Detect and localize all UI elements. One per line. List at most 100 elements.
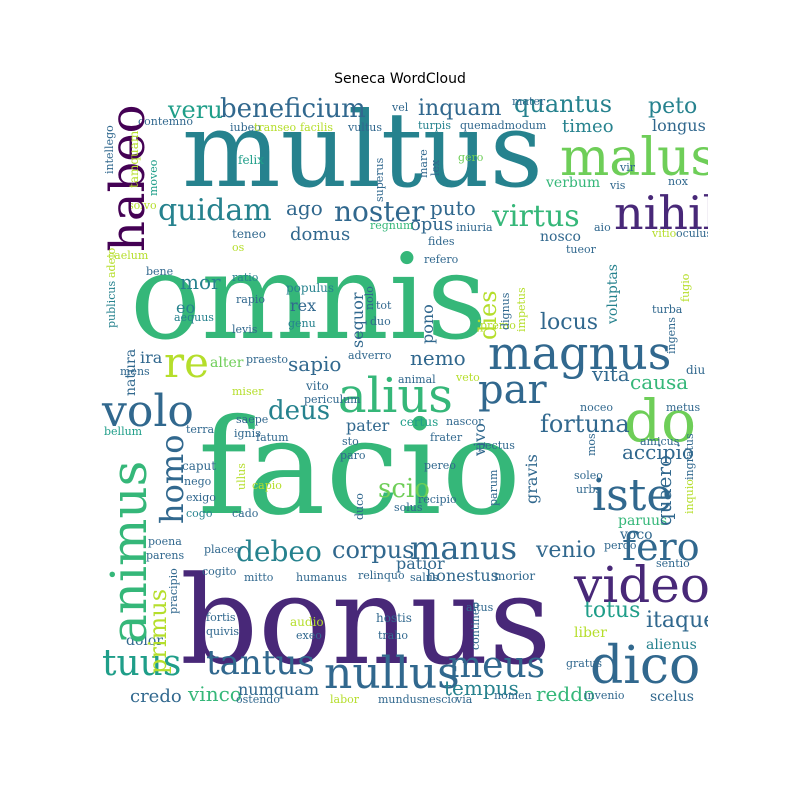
word-venio: venio	[536, 538, 596, 563]
word-re: re	[164, 338, 209, 387]
word-adeio: adeio	[105, 247, 118, 278]
word-tueor: tueor	[566, 243, 596, 256]
word-natura: natura	[123, 348, 139, 396]
word-totus: totus	[584, 598, 641, 623]
word-regnum: regnum	[370, 219, 414, 232]
word-labor: labor	[330, 693, 359, 704]
word-teneo: teneo	[232, 227, 266, 241]
word-mos: mos	[585, 433, 598, 456]
word-tuus: tuus	[102, 643, 182, 684]
word-scio: scio	[378, 474, 430, 504]
word-nihil: nihil	[614, 186, 708, 240]
word-tamquam: tamquam	[127, 130, 141, 188]
word-animal: animal	[398, 373, 436, 386]
word-metus: metus	[666, 401, 701, 414]
word-audio: audio	[290, 615, 324, 629]
word-noster: noster	[334, 195, 425, 228]
word-mens: mens	[120, 365, 150, 378]
word-accipio: accipio	[622, 440, 694, 464]
word-caput: caput	[182, 459, 217, 473]
word-poena: poena	[148, 535, 182, 548]
word-virtus: virtus	[492, 199, 580, 234]
word-duco: duco	[353, 493, 366, 520]
word-noceo: noceo	[580, 401, 613, 414]
word-aequus: aequus	[174, 311, 214, 324]
word-homo: homo	[153, 434, 191, 524]
word-iubeo: iubeo	[230, 121, 261, 134]
word-inquam: inquam	[418, 96, 502, 121]
word-sentio: sentio	[656, 557, 690, 570]
word-alius: alius	[338, 368, 453, 424]
word-numquam: numquam	[238, 680, 320, 699]
word-contineo: contineo	[469, 601, 482, 650]
word-quantus: quantus	[514, 96, 613, 118]
word-paruus: paruus	[618, 513, 668, 529]
word-ratio: ratio	[232, 271, 259, 284]
word-veru: veru	[168, 96, 223, 124]
word-gravis: gravis	[522, 454, 541, 504]
word-vultus: vultus	[348, 121, 382, 134]
word-cogito: cogito	[202, 565, 237, 578]
word-mitto: mitto	[244, 571, 274, 584]
word-bonus: bonus	[180, 550, 552, 692]
word-meus: meus	[448, 645, 546, 686]
word-populus: populus	[286, 281, 335, 295]
word-salus: salus	[410, 571, 439, 584]
word-amicus: amicus	[640, 435, 680, 448]
word-ago: ago	[286, 196, 323, 220]
word-ingens: ingens	[665, 317, 678, 354]
word-reddo: reddo	[536, 682, 596, 704]
word-pono: pono	[418, 304, 437, 344]
word-traho: traho	[378, 629, 408, 642]
word-manus: manus	[410, 529, 518, 567]
word-oculus: oculus	[676, 227, 708, 240]
word-facilis: facilis	[300, 121, 333, 134]
word-alienus: alienus	[646, 637, 697, 653]
word-sto: sto	[342, 435, 359, 448]
word-via: via	[456, 693, 473, 704]
word-paro: paro	[340, 449, 366, 462]
word-causa: causa	[630, 370, 689, 394]
word-transeo: transeo	[254, 121, 297, 134]
word-dico: dico	[590, 636, 701, 696]
word-praesto: praesto	[246, 353, 289, 366]
word-humanus: humanus	[296, 571, 347, 584]
word-solvo: solvo	[128, 199, 157, 212]
word-exeo: exeo	[296, 629, 322, 642]
word-cogo: cogo	[186, 507, 213, 520]
word-moveo: moveo	[147, 159, 160, 196]
word-beneficium: beneficium	[220, 96, 366, 124]
word-nox: nox	[668, 175, 688, 188]
word-intellego: intellego	[103, 125, 116, 174]
word-capio: capio	[252, 479, 282, 492]
word-malus: malus	[560, 128, 708, 188]
word-par: par	[478, 367, 547, 413]
word-tot: tot	[376, 299, 392, 312]
word-fortis: fortis	[206, 611, 236, 624]
word-fides: fides	[428, 235, 455, 248]
word-mor: mor	[180, 270, 221, 294]
word-frater: frater	[430, 431, 463, 444]
word-vel: vel	[392, 101, 409, 114]
word-tempus: tempus	[444, 676, 519, 700]
word-puto: puto	[430, 196, 476, 220]
word-nullus: nullus	[324, 648, 460, 699]
word-nemo: nemo	[410, 346, 466, 370]
word-fortuna: fortuna	[540, 410, 630, 438]
word-timeo: timeo	[562, 116, 614, 137]
word-vito: vito	[306, 379, 329, 393]
word-locus: locus	[540, 310, 599, 335]
word-rex: rex	[290, 296, 317, 315]
word-quaero: quaero	[652, 454, 676, 526]
word-recipio: recipio	[418, 493, 457, 506]
word-solus: solus	[394, 501, 423, 514]
word-multus: multus	[182, 96, 544, 211]
word-contemno: contemno	[138, 115, 193, 128]
word-perdo: perdo	[604, 539, 637, 552]
word-miser: miser	[232, 385, 264, 398]
word-certus: certus	[400, 415, 439, 429]
word-vitio: vitio	[652, 227, 677, 240]
word-pectus: pectus	[478, 439, 515, 452]
word-cloud: omnis facio bonus multus malus nihil magnus ali…	[100, 96, 708, 704]
word-saepe: saepe	[236, 413, 269, 426]
